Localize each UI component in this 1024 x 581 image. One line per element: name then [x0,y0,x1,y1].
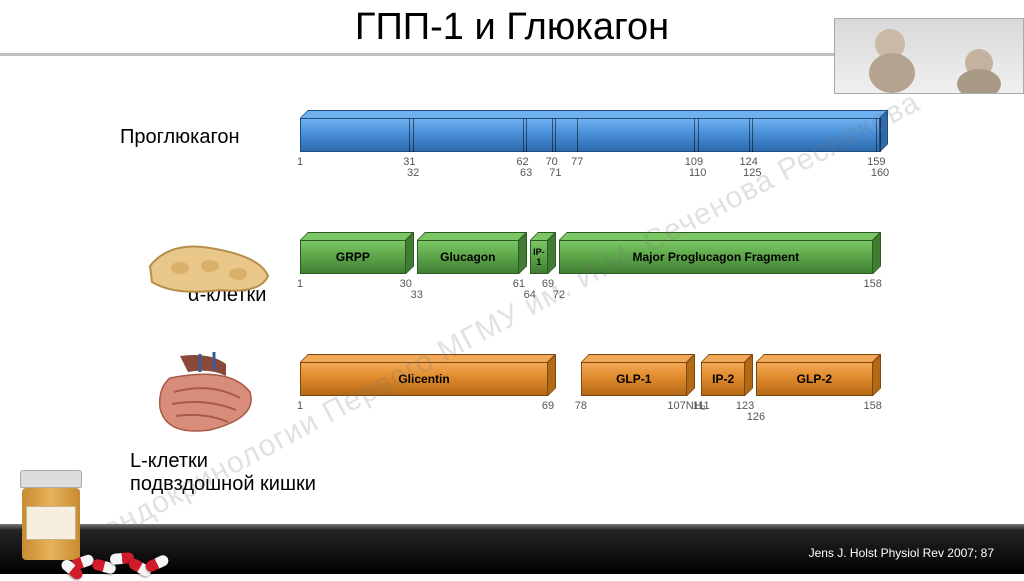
tick-label: 126 [747,411,765,423]
segment-Glucagon: Glucagon [417,240,519,274]
tick-label: 1 [297,156,303,168]
tick-label: 64 [524,289,536,301]
tick-label: 32 [407,167,419,179]
row-label-proglucagon: Проглюкагон [120,126,239,149]
tick-label: 1 [297,278,303,290]
diagram-row-lcells: L-клетки подвздошной кишкиGlicentinGLP-1… [0,344,1024,464]
tick-label: 1 [297,400,303,412]
tick-label: 33 [411,289,423,301]
tick-label: 72 [553,289,565,301]
segment-GLP-1: GLP-1 [581,362,687,396]
diagram-row-alpha: α-клеткиGRPPGlucagonIP-1Major Proglucago… [0,222,1024,342]
segment-IP-2: IP-2 [701,362,745,396]
tick-label: 110 [689,167,707,179]
segment-proglucagon [300,118,880,152]
tick-label: 71 [549,167,561,179]
pill-bottle-graphic [18,470,84,566]
decorative-corner-photo [834,18,1024,94]
citation-text: Jens J. Holst Physiol Rev 2007; 87 [809,546,994,560]
diagram-row-proglucagon: Проглюкагон13132626370717710911012412515… [0,100,1024,220]
tick-label: 78 [575,400,587,412]
tick-label: 125 [743,167,761,179]
tick-label: 77 [571,156,583,168]
tick-label: 69 [542,400,554,412]
tick-label: 111 [693,400,710,412]
tick-label: 158 [864,278,882,290]
pancreas-icon [140,226,280,316]
segment-IP-1: IP-1 [530,240,548,274]
segment-GRPP: GRPP [300,240,406,274]
tick-label: 63 [520,167,532,179]
protein-diagram: Проглюкагон13132626370717710911012412515… [0,100,1024,514]
tick-label: 160 [871,167,889,179]
segment-Glicentin: Glicentin [300,362,548,396]
segment-Major Proglucagon Fragment: Major Proglucagon Fragment [559,240,873,274]
segment-GLP-2: GLP-2 [756,362,873,396]
gut-icon [140,348,280,438]
row-label-lcells: L-клетки подвздошной кишки [130,450,316,496]
tick-label: 158 [864,400,882,412]
